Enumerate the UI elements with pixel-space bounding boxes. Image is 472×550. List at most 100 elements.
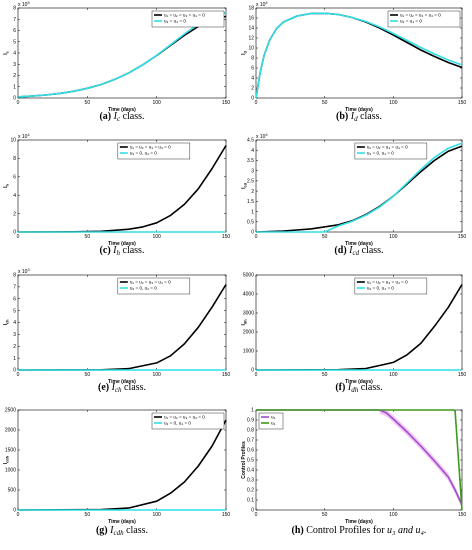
caption-letter: (g) (96, 525, 110, 536)
legend: u₁ = u₂ = u₃ = u₄ = 0u₃ = 0, u₄ = 0 (354, 277, 428, 295)
y-tick-label: 2 (13, 73, 16, 79)
y-tick-label: 1 (13, 356, 16, 362)
x-tick-label: 100 (152, 372, 161, 378)
x-tick-label: 0 (17, 512, 20, 518)
x-tick-label: 150 (222, 234, 231, 240)
figure-caption: (a) Ic class. (99, 111, 144, 123)
y-tick-label: 0 (251, 368, 254, 374)
legend-box (354, 142, 428, 160)
y-tick-label: 8 (13, 6, 16, 12)
x-tick-label: 50 (322, 100, 328, 106)
y-tick-label: 0.7 (247, 438, 254, 444)
x-axis-label: Time (days) (108, 379, 136, 385)
caption-letter: (d) (334, 245, 349, 256)
legend: u₁ = u₂ = u₃ = u₄ = 0u₃ = 0, u₄ = 0 (117, 142, 191, 160)
legend: u₁ = u₂ = u₃ = u₄ = 0u₃ = 0, u₄ = 0 (151, 412, 225, 430)
legend-entry: u₁ = u₂ = u₃ = u₄ = 0 (130, 280, 171, 285)
y-tick-label: 0 (13, 508, 16, 514)
caption-variable: Control Profiles for (306, 525, 387, 536)
y-tick-label: 18 (248, 6, 254, 12)
legend-entry: u₃ = 0, u₄ = 0 (367, 151, 394, 156)
x-axis-label: Time (days) (345, 519, 373, 525)
y-axis-label-sub: d (244, 50, 248, 53)
chart-b: 0 50 100 150 0 2 4 6 8 10 12 14 16 18x 104 Time (days)… (241, 1, 466, 123)
y-tick-label: 0.1 (247, 498, 254, 504)
x-tick-label: 50 (322, 372, 328, 378)
figure-caption: (h) Control Profiles for u₃ and u₄. (291, 525, 426, 536)
y-tick-label: 0.6 (247, 448, 254, 454)
legend-box (354, 277, 428, 295)
legend: u₁ = u₂ = u₃ = u₄ = 0u₃ = u₄ = 0 (387, 10, 461, 28)
y-axis-label-sub: h (6, 183, 10, 186)
y-tick-label: 2 (13, 211, 16, 217)
chart-d: 0 50 100 150 0 0.5 1 1.5 2 2.5 3 3.5 4 4.5x 104 Time (… (241, 133, 466, 257)
x-tick-label: 100 (389, 234, 398, 240)
x-tick-label: 100 (152, 512, 161, 518)
figure-caption: (d) Icd class. (334, 245, 383, 257)
y-tick-label: 0.8 (247, 428, 254, 434)
y-tick-label: 5000 (243, 273, 254, 279)
axis-exponent-power: 3 (27, 268, 29, 272)
x-tick-label: 150 (222, 100, 231, 106)
y-tick-label: 5 (13, 39, 16, 45)
caption-letter: (a) (99, 111, 113, 122)
y-tick-label: 6 (251, 66, 254, 72)
caption-rest: class. (358, 382, 382, 393)
x-axis-label: Time (days) (108, 107, 136, 113)
x-tick-label: 150 (458, 512, 467, 518)
y-tick-label: 1000 (243, 349, 254, 355)
legend-entry: u₁ = u₂ = u₃ = u₄ = 0 (130, 145, 171, 150)
legend-entry: u₃ = 0, u₄ = 0 (164, 421, 191, 426)
caption-rest: class. (358, 111, 382, 122)
legend-entry: u₃ = 0, u₄ = 0 (130, 286, 157, 291)
x-tick-label: 0 (17, 372, 20, 378)
y-tick-label: 2 (13, 344, 16, 350)
x-tick-label: 0 (255, 234, 258, 240)
caption-rest: class. (120, 245, 144, 256)
axis-exponent: x 104 (256, 1, 268, 8)
y-axis-label: Control Profiles (241, 441, 247, 479)
caption-subscript: dh (351, 386, 359, 394)
caption-letter: (f) (335, 382, 348, 393)
x-tick-label: 0 (17, 234, 20, 240)
series-line-1 (256, 409, 463, 506)
x-tick-label: 150 (222, 512, 231, 518)
legend-entry: u₃ = 0, u₄ = 0 (130, 151, 157, 156)
y-tick-label: 500 (8, 488, 17, 494)
legend: u₁ = u₂ = u₃ = u₄ = 0u₃ = 0, u₄ = 0 (354, 142, 428, 160)
x-tick-label: 50 (85, 372, 91, 378)
y-tick-label: 4.5 (247, 138, 254, 144)
y-tick-label: 16 (248, 16, 254, 22)
y-tick-label: 4000 (243, 292, 254, 298)
caption-variable: I (112, 245, 117, 256)
series-line-2 (17, 11, 227, 98)
x-axis-label: Time (days) (345, 107, 373, 113)
figure-caption: (b) Id class. (336, 111, 382, 123)
y-axis-label: Ic (3, 51, 10, 55)
series-line-1 (17, 419, 227, 511)
plot-area (255, 409, 463, 511)
y-tick-label: 0.9 (247, 418, 254, 424)
figure-caption: (g) Icdh class. (96, 525, 148, 537)
y-axis-label: Id (241, 50, 248, 54)
y-tick-label: 4 (251, 148, 254, 154)
x-tick-label: 100 (152, 234, 161, 240)
caption-variable: I (109, 525, 114, 536)
x-axis-label: Time (days) (345, 379, 373, 385)
y-tick-label: 10 (10, 138, 16, 144)
y-tick-label: 7 (13, 285, 16, 291)
y-tick-label: 1.5 (247, 199, 254, 205)
y-axis-label: Icdh (3, 455, 10, 464)
y-tick-label: 2 (251, 189, 254, 195)
y-axis-label-sub: ch (6, 319, 10, 324)
x-tick-label: 50 (85, 512, 91, 518)
y-tick-label: 0.2 (247, 488, 254, 494)
y-axis-label-sub: cdh (6, 455, 10, 462)
axis-exponent: x 104 (256, 133, 268, 140)
x-tick-label: 100 (152, 100, 161, 106)
legend-entry: u₃ = 0, u₄ = 0 (367, 286, 394, 291)
y-tick-label: 2000 (243, 330, 254, 336)
legend: u₁ = u₂ = u₃ = u₄ = 0u₃ = 0, u₄ = 0 (117, 277, 191, 295)
